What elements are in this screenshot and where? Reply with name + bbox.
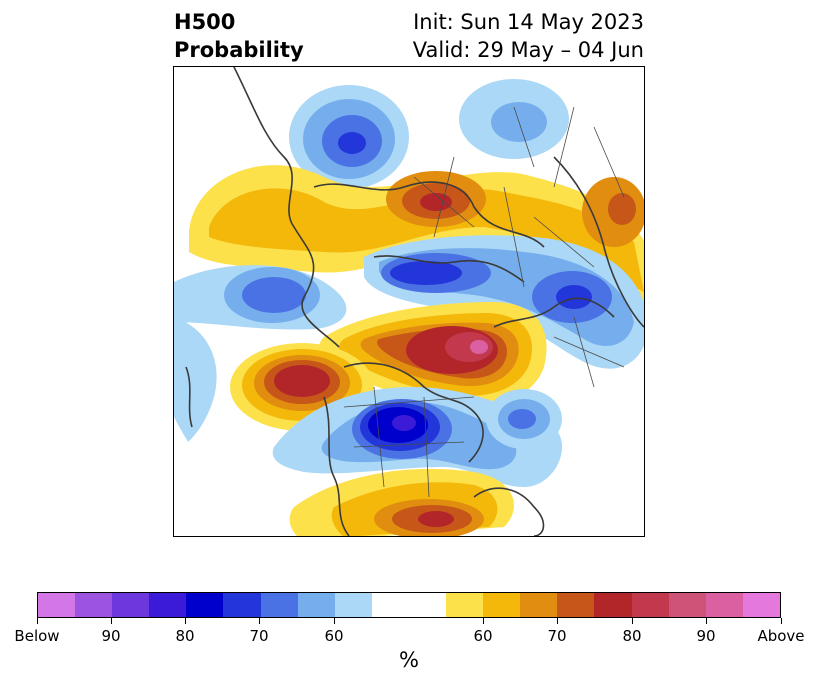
colorbar-tick xyxy=(334,618,335,624)
colorbar-tick xyxy=(557,618,558,624)
colorbar-tick xyxy=(632,618,633,624)
colorbar-segment-below-2 xyxy=(112,593,150,617)
colorbar-segment-above-3 xyxy=(557,593,595,617)
colorbar-segment-above-2 xyxy=(520,593,558,617)
colorbar-tick-label: Above xyxy=(757,627,805,645)
colorbar-tick-label: 60 xyxy=(473,627,493,645)
run-info: Init: Sun 14 May 2023 Valid: 29 May – 04… xyxy=(413,8,644,64)
colorbar-tick-label: 90 xyxy=(101,627,121,645)
colorbar-segment-below-6 xyxy=(260,593,298,617)
colorbar-tick xyxy=(781,618,782,624)
colorbar-segment-below-5 xyxy=(223,593,261,617)
colorbar-tick-label: 80 xyxy=(622,627,642,645)
colorbar-unit: % xyxy=(399,648,419,672)
colorbar-tick-label: 70 xyxy=(249,627,269,645)
colorbar-segment-below-7 xyxy=(297,593,335,617)
colorbar-segment-below-8 xyxy=(334,593,372,617)
below-anomaly-e-us xyxy=(174,317,563,487)
colorbar-segment-below-3 xyxy=(149,593,187,617)
colorbar-segment-above-6 xyxy=(668,593,706,617)
colorbar-segment-above-4 xyxy=(594,593,632,617)
colorbar-tick xyxy=(259,618,260,624)
colorbar-tick xyxy=(37,618,38,624)
colorbar-tick xyxy=(185,618,186,624)
colorbar-segment-above-8 xyxy=(742,593,780,617)
colorbar xyxy=(37,592,781,618)
colorbar-segment-above-7 xyxy=(705,593,743,617)
init-time: Init: Sun 14 May 2023 xyxy=(413,10,644,34)
below-anomaly-nw-pacific xyxy=(289,85,409,189)
map-title-line2: Probability xyxy=(174,38,304,62)
colorbar-tick xyxy=(483,618,484,624)
map-canvas xyxy=(174,67,644,536)
above-anomaly-siberia xyxy=(189,165,644,307)
colorbar-tick-label: 90 xyxy=(696,627,716,645)
above-anomaly-africa xyxy=(289,468,514,536)
map-title-line1: H500 xyxy=(174,10,236,34)
colorbar-tick-label: 70 xyxy=(547,627,567,645)
colorbar-segment-above-1 xyxy=(483,593,521,617)
colorbar-tick-label: Below xyxy=(14,627,60,645)
probability-map xyxy=(173,66,645,537)
colorbar-segment-below-0 xyxy=(38,593,76,617)
colorbar-tick xyxy=(111,618,112,624)
colorbar-segment-below-4 xyxy=(186,593,224,617)
map-title: H500 Probability xyxy=(174,8,304,64)
coastlines xyxy=(185,67,644,536)
colorbar-tick-label: 60 xyxy=(324,627,344,645)
colorbar-segment-above-0 xyxy=(446,593,484,617)
colorbar-tick xyxy=(706,618,707,624)
colorbar-tick-label: 80 xyxy=(175,627,195,645)
colorbar-segment-above-5 xyxy=(631,593,669,617)
colorbar-segment-neutral xyxy=(371,593,447,617)
valid-period: Valid: 29 May – 04 Jun xyxy=(412,38,644,62)
below-anomaly-n-pacific-upper xyxy=(459,79,569,159)
anomaly-shading xyxy=(174,67,644,536)
above-anomaly-arctic xyxy=(319,302,547,408)
colorbar-segment-below-1 xyxy=(75,593,113,617)
political-borders xyxy=(343,106,625,498)
